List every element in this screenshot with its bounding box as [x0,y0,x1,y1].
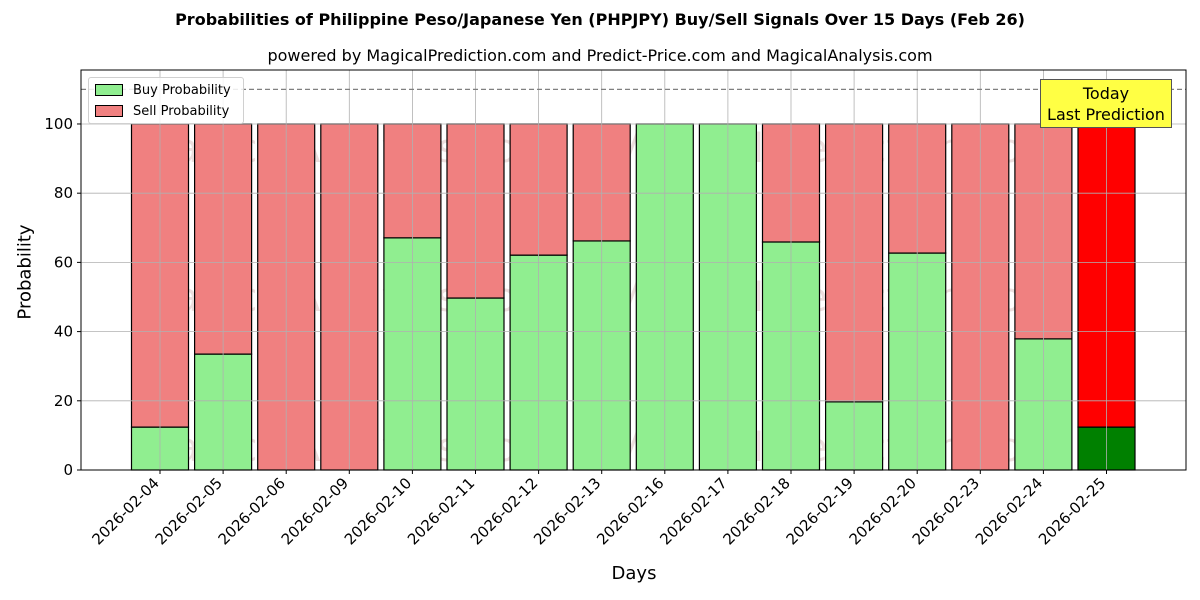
x-tick-label: 2026-02-24 [972,474,1046,548]
x-tick-label: 2026-02-10 [341,474,415,548]
y-tick-label: 60 [54,253,73,271]
legend-buy-label: Buy Probability [133,82,231,98]
chart-subtitle: powered by MagicalPrediction.com and Pre… [267,46,933,65]
x-tick-label: 2026-02-13 [530,474,604,548]
y-tick-label: 20 [54,392,73,410]
y-tick-label: 80 [54,184,73,202]
x-tick-label: 2026-02-09 [278,474,352,548]
legend-item-sell: Sell Probability [95,103,229,119]
y-axis-label: Probability [14,224,36,320]
x-tick-label: 2026-02-04 [88,474,162,548]
x-tick-label: 2026-02-12 [467,474,541,548]
axes-frame [80,69,1187,471]
sell-swatch-icon [95,105,123,117]
x-tick-label: 2026-02-17 [656,474,730,548]
y-tick-label: 40 [54,323,73,341]
legend-item-buy: Buy Probability [95,82,231,98]
x-tick-label: 2026-02-20 [846,474,920,548]
annotation-line-1: Today [1082,84,1130,103]
x-tick-label: 2026-02-06 [215,474,289,548]
buy-swatch-icon [95,84,123,96]
legend-sell-label: Sell Probability [133,103,230,119]
legend: Buy Probability Sell Probability [88,77,244,124]
today-annotation: Today Last Prediction [1040,79,1172,128]
x-tick-label: 2026-02-18 [719,474,793,548]
chart-title: Probabilities of Philippine Peso/Japanes… [175,10,1025,29]
y-tick-label: 0 [63,461,73,479]
x-tick-label: 2026-02-16 [593,474,667,548]
x-tick-label: 2026-02-11 [404,474,478,548]
x-axis-label: Days [611,563,657,584]
x-tick-label: 2026-02-19 [783,474,857,548]
x-tick-label: 2026-02-23 [909,474,983,548]
x-tick-label: 2026-02-25 [1035,474,1109,548]
y-tick-label: 100 [44,115,73,133]
annotation-line-2: Last Prediction [1047,105,1165,124]
x-tick-label: 2026-02-05 [152,474,226,548]
